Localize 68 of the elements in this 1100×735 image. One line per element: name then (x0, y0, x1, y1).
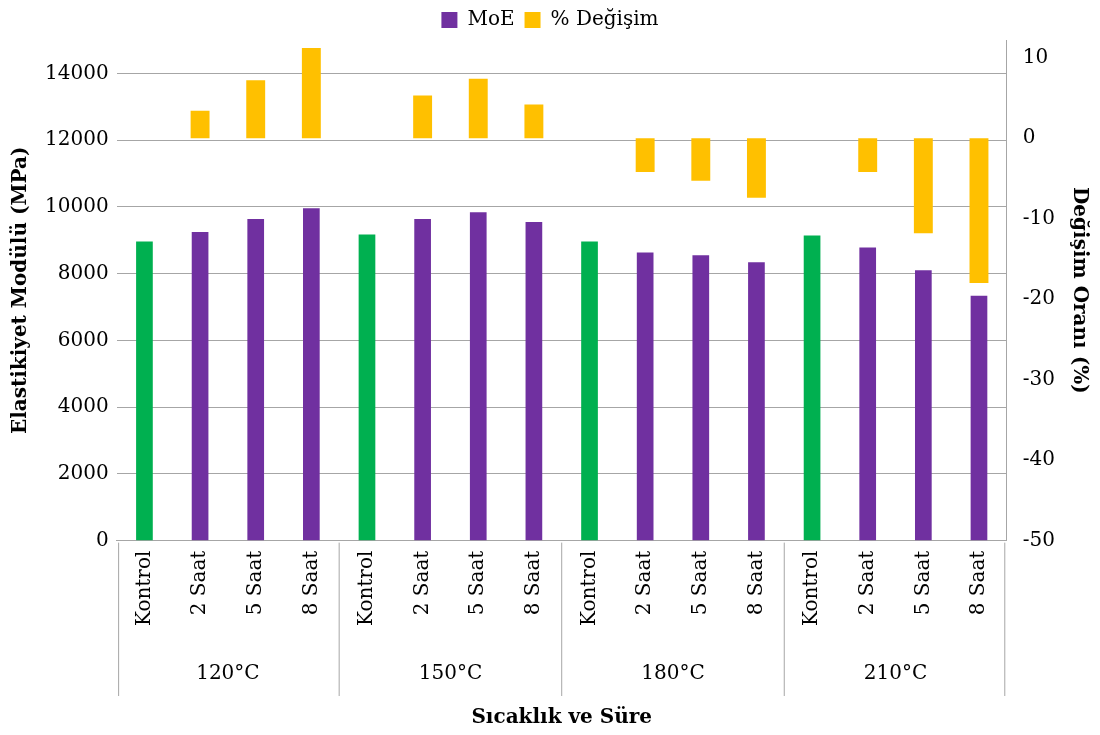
bar (190, 110, 210, 139)
bar (746, 138, 766, 198)
x-tick-label: 8 Saat (520, 550, 545, 616)
bar (803, 235, 821, 541)
text: 180°C (641, 660, 705, 685)
y-tick-label: 2000 (57, 460, 109, 485)
legend-label: % Değişim (550, 6, 659, 31)
bar (859, 247, 877, 541)
x-tick-label: 5 Saat (464, 550, 489, 616)
bar (301, 48, 321, 139)
bar (191, 231, 209, 541)
y-tick-label: 12000 (45, 126, 109, 151)
bar (692, 255, 710, 541)
bar (525, 221, 543, 541)
y2-axis-title: Değişim Oranı (%) (1068, 187, 1093, 394)
x-tick-label: Kontrol (353, 550, 378, 627)
bar (413, 95, 433, 139)
text: 210°C (863, 660, 928, 685)
y2-tick-label: -40 (1022, 446, 1056, 471)
bar (469, 212, 487, 541)
bar (246, 80, 266, 139)
x-tick-label: 2 Saat (186, 550, 211, 616)
y-axis-title: Elastikiyet Modülü (MPa) (7, 146, 32, 435)
text: 150°C (418, 660, 483, 685)
y2-tick-label: -50 (1022, 526, 1056, 551)
x-tick-label: Kontrol (575, 550, 600, 627)
bar (748, 262, 765, 541)
bar (970, 295, 988, 541)
bar (969, 138, 989, 284)
bar (636, 252, 654, 541)
y-tick-label: 10000 (45, 193, 109, 218)
y2-tick-label: -10 (1022, 204, 1056, 229)
x-axis-title: Sıcaklık ve Süre (471, 704, 653, 729)
x-tick-label: Kontrol (130, 550, 155, 627)
bar (913, 138, 933, 234)
x-tick-label: 5 Saat (687, 550, 711, 616)
x-tick-label: 8 Saat (965, 550, 990, 616)
bar (524, 104, 544, 139)
bar (581, 241, 598, 541)
y2-tick-label: -30 (1022, 365, 1056, 390)
bar (691, 138, 711, 181)
y-tick-label: 6000 (57, 326, 109, 351)
bar (858, 138, 878, 172)
bar (414, 218, 431, 541)
x-tick-label: 2 Saat (853, 550, 878, 616)
bar (136, 241, 153, 541)
y-tick-label: 4000 (57, 393, 109, 418)
bar (247, 218, 265, 541)
y2-tick-label: 10 (1022, 43, 1049, 68)
y-tick-label: 8000 (57, 259, 109, 284)
bar (303, 208, 320, 541)
x-tick-label: 8 Saat (297, 550, 322, 616)
y-tick-label: 14000 (45, 59, 109, 84)
text: 120°C (196, 660, 260, 685)
y2-tick-label: 0 (1022, 124, 1036, 149)
x-tick-label: 2 Saat (408, 550, 433, 616)
x-tick-label: 2 Saat (631, 550, 656, 616)
bar (468, 78, 488, 139)
x-tick-label: 8 Saat (742, 550, 767, 616)
x-tick-label: 5 Saat (241, 550, 266, 616)
bar (358, 234, 376, 541)
y-tick-label: 0 (95, 526, 109, 551)
x-tick-label: Kontrol (798, 550, 823, 627)
x-tick-label: 5 Saat (909, 550, 934, 616)
y2-tick-label: -20 (1022, 285, 1056, 310)
bar (914, 270, 932, 541)
bar (635, 138, 655, 172)
legend-label: MoE (467, 6, 515, 31)
